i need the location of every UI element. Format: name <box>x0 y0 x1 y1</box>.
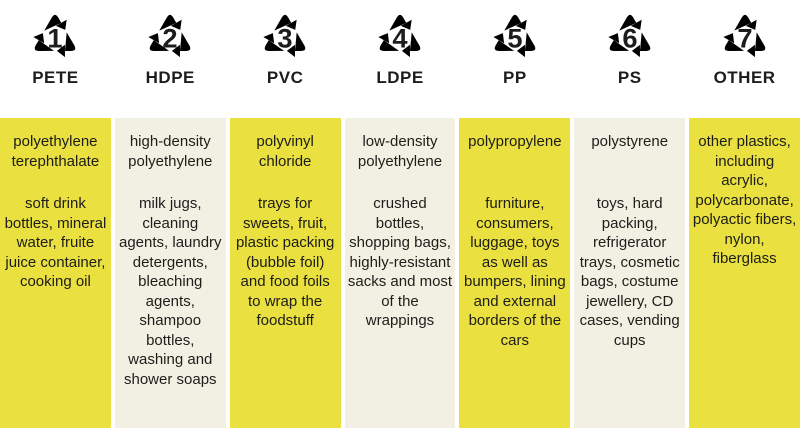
recycling-symbol-icon: 4 <box>374 14 426 60</box>
plastic-full-name: polystyrene <box>591 133 669 150</box>
plastic-full-name: low-density polyethylene <box>357 133 443 170</box>
plastic-example-items: trays for sweets, fruit, plastic packing… <box>235 195 335 329</box>
recycling-symbol-icon: 3 <box>259 14 311 60</box>
plastic-code-number: 4 <box>392 22 408 53</box>
plastic-example-items: milk jugs, cleaning agents, laundry dete… <box>118 195 222 388</box>
plastic-example-items: crushed bottles, shopping bags, highly-r… <box>347 195 453 329</box>
plastic-column: 7 OTHER other plastics, including acryli… <box>689 0 800 428</box>
plastic-column: 2 HDPE high-density polyethylene milk ju… <box>114 0 226 428</box>
plastic-abbreviation: PETE <box>32 68 79 87</box>
plastic-code-number: 3 <box>278 22 293 53</box>
plastic-abbreviation: PVC <box>266 68 304 87</box>
plastic-example-items: soft drink bottles, mineral water, fruit… <box>4 195 107 290</box>
description-panel: polystyrene toys, hard packing, refriger… <box>574 118 686 428</box>
plastic-code-number: 2 <box>163 22 178 53</box>
symbol-header: 5 PP <box>459 0 571 118</box>
symbol-header: 2 HDPE <box>114 0 226 118</box>
plastic-abbreviation: LDPE <box>376 68 424 87</box>
description-panel: polyethylene terephthalate soft drink bo… <box>0 118 111 428</box>
plastic-abbreviation: HDPE <box>145 68 195 87</box>
recycling-symbol-icon: 7 <box>718 14 770 60</box>
recycling-symbol-icon: 5 <box>488 14 541 60</box>
plastic-abbreviation: OTHER <box>713 68 776 87</box>
plastic-column: 6 PS polystyrene toys, hard packing, ref… <box>574 0 686 428</box>
plastic-column: 1 PETE polyethylene terephthalate soft d… <box>0 0 111 428</box>
plastic-full-name: high-density polyethylene <box>128 133 213 170</box>
plastic-code-number: 7 <box>737 22 752 53</box>
symbol-header: 6 PS <box>574 0 686 118</box>
symbol-header: 7 OTHER <box>689 0 800 118</box>
description-panel: other plastics, including acrylic, polyc… <box>689 118 800 428</box>
plastic-code-number: 6 <box>622 22 637 53</box>
plastic-full-name: polyethylene terephthalate <box>11 133 100 170</box>
recycling-symbol-icon: 6 <box>603 14 656 60</box>
plastic-full-name: other plastics, including acrylic, polyc… <box>692 133 797 267</box>
symbol-header: 1 PETE <box>0 0 111 118</box>
plastic-example-items: toys, hard packing, refrigerator trays, … <box>579 195 680 349</box>
recycling-symbol-icon: 2 <box>144 14 196 60</box>
description-panel: low-density polyethylene crushed bottles… <box>344 118 456 428</box>
plastic-column: 5 PP polypropylene furniture, consumers,… <box>459 0 571 428</box>
plastic-full-name: polyvinyl chloride <box>256 133 314 170</box>
plastic-abbreviation: PP <box>503 68 527 87</box>
plastic-code-number: 5 <box>507 22 522 53</box>
symbol-header: 4 LDPE <box>344 0 456 118</box>
plastic-abbreviation: PS <box>617 68 642 87</box>
description-panel: polypropylene furniture, consumers, lugg… <box>459 118 571 428</box>
description-panel: polyvinyl chloride trays for sweets, fru… <box>229 118 341 428</box>
description-panel: high-density polyethylene milk jugs, cle… <box>114 118 226 428</box>
symbol-header: 3 PVC <box>229 0 341 118</box>
plastic-full-name: polypropylene <box>468 133 562 150</box>
recycling-symbol-icon: 1 <box>29 14 81 60</box>
plastic-column: 4 LDPE low-density polyethylene crushed … <box>344 0 456 428</box>
plastic-example-items: furniture, consumers, luggage, toys as w… <box>463 195 566 349</box>
plastic-code-number: 1 <box>48 22 63 53</box>
plastic-column: 3 PVC polyvinyl chloride trays for sweet… <box>229 0 341 428</box>
